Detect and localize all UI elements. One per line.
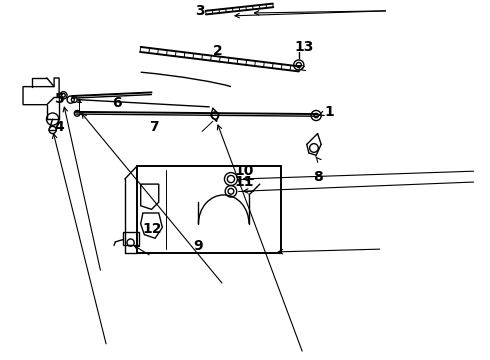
Bar	[122, 233, 139, 246]
Text: 5: 5	[54, 92, 64, 106]
Text: 2: 2	[213, 44, 222, 58]
Bar	[137, 166, 281, 253]
Text: 3: 3	[195, 4, 205, 18]
Text: 8: 8	[314, 170, 323, 184]
Text: 9: 9	[194, 239, 203, 253]
Text: 4: 4	[54, 120, 64, 134]
Text: 11: 11	[234, 175, 254, 189]
Text: 1: 1	[324, 105, 334, 119]
Text: 10: 10	[234, 164, 254, 178]
Text: 6: 6	[112, 96, 122, 110]
Text: 13: 13	[294, 40, 314, 54]
Text: 7: 7	[149, 120, 159, 134]
Text: 12: 12	[143, 222, 162, 236]
